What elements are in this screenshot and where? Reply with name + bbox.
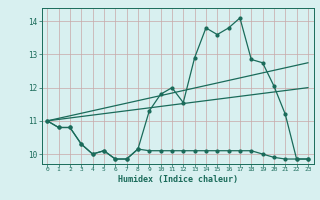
X-axis label: Humidex (Indice chaleur): Humidex (Indice chaleur) bbox=[118, 175, 237, 184]
